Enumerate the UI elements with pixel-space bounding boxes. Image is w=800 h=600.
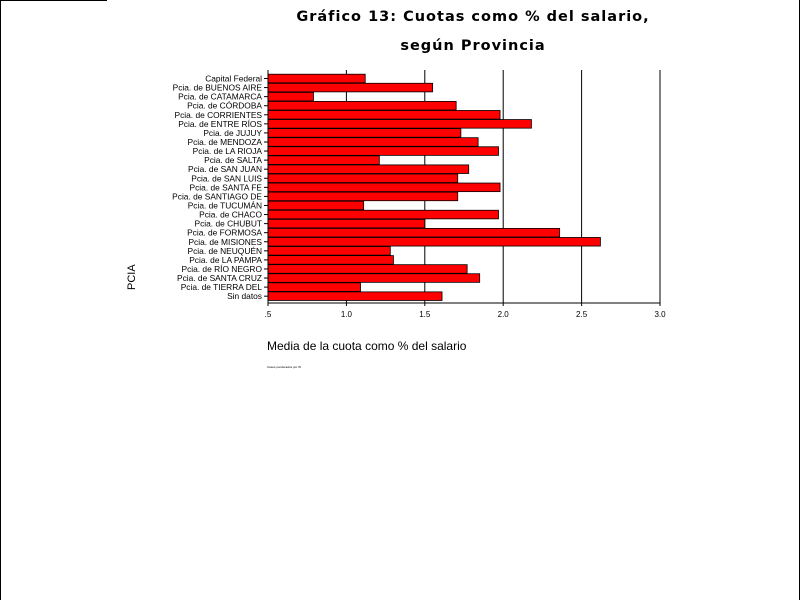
bar	[267, 227, 561, 238]
bar	[267, 255, 394, 265]
category-label: Pcia. de CATAMARCA	[178, 92, 262, 102]
category-label: Pcia. de CÓRDOBA	[187, 101, 262, 111]
x-tick-label: 3.0	[654, 310, 666, 319]
bar	[267, 146, 499, 156]
category-label: Pcia. de LA RIOJA	[193, 146, 263, 156]
category-label: Sin datos	[227, 291, 262, 301]
category-label: Pcia. de MISIONES	[188, 237, 262, 247]
footnote: Casos ponderados por W	[267, 365, 302, 369]
category-label: Pcia. de SALTA	[204, 155, 262, 165]
bar	[267, 82, 434, 93]
bar	[267, 209, 499, 220]
chart-title: Gráfico 13: Cuotas como % del salario,	[296, 9, 650, 25]
category-label: Pcia. de SANTA CRUZ	[177, 273, 262, 283]
category-label: Pcia. de RÍO NEGRO	[181, 264, 262, 274]
category-label: Pcia. de JUJUY	[203, 128, 262, 138]
category-label: Pcia. de LA PAMPA	[189, 255, 262, 265]
category-label: Pcia. de CHACO	[199, 210, 262, 220]
bar	[267, 173, 459, 183]
bar	[267, 164, 470, 174]
frame-left-line	[0, 0, 1, 600]
x-tick-label: .5	[265, 310, 272, 319]
bar	[267, 246, 391, 256]
category-label: Pcia. de ENTRE RÍOS	[178, 119, 262, 129]
bar	[267, 237, 601, 247]
bar	[267, 91, 314, 102]
bar	[267, 137, 479, 147]
bar	[267, 128, 462, 138]
category-label: Capital Federal	[205, 74, 262, 84]
bar	[267, 101, 457, 111]
bar	[267, 200, 365, 211]
x-axis-label: Media de la cuota como % del salario	[267, 339, 467, 353]
category-label: Pcia. de FORMOSA	[187, 228, 262, 238]
bar	[267, 218, 426, 229]
bar	[267, 119, 532, 129]
bar	[267, 110, 501, 120]
category-label: Pcia. de CORRIENTES	[175, 110, 263, 120]
axes	[264, 70, 661, 306]
category-label: Pcia. de NEUQUÉN	[188, 246, 262, 256]
bar	[267, 155, 380, 165]
x-tick-label: 1.0	[341, 310, 353, 319]
bar	[267, 282, 361, 292]
x-tick-label: 1.5	[419, 310, 431, 319]
category-label: Pcia. de TUCUMÁN	[188, 200, 262, 210]
bar	[267, 264, 468, 274]
category-label: Pcia. de CHUBUT	[195, 219, 262, 229]
bar	[267, 73, 366, 84]
y-axis-label: PCIA	[126, 264, 138, 290]
category-label: Pcia. de MENDOZA	[188, 137, 263, 147]
category-label: Pcia. de SAN JUAN	[188, 164, 262, 174]
category-label: Pcia. de BUENOS AIRE	[173, 83, 263, 93]
category-label: Pcia. de SAN LUIS	[191, 173, 262, 183]
category-label: Pcia. de SANTIAGO DE	[172, 191, 262, 201]
bar	[267, 291, 443, 301]
x-tick-label: 2.5	[576, 310, 588, 319]
bar	[267, 191, 459, 202]
chart-subtitle: según Provincia	[400, 38, 546, 54]
bars	[267, 73, 601, 301]
x-tick-labels: .5 1.0 1.5 2.0 2.5 3.0	[265, 310, 666, 319]
frame-top-line	[0, 0, 107, 1]
bar	[267, 182, 501, 193]
category-label: Pcia. de TIERRA DEL	[181, 282, 263, 292]
x-tick-label: 2.0	[498, 310, 510, 319]
bar	[267, 273, 481, 283]
category-label: Pcia. de SANTA FE	[190, 182, 263, 192]
